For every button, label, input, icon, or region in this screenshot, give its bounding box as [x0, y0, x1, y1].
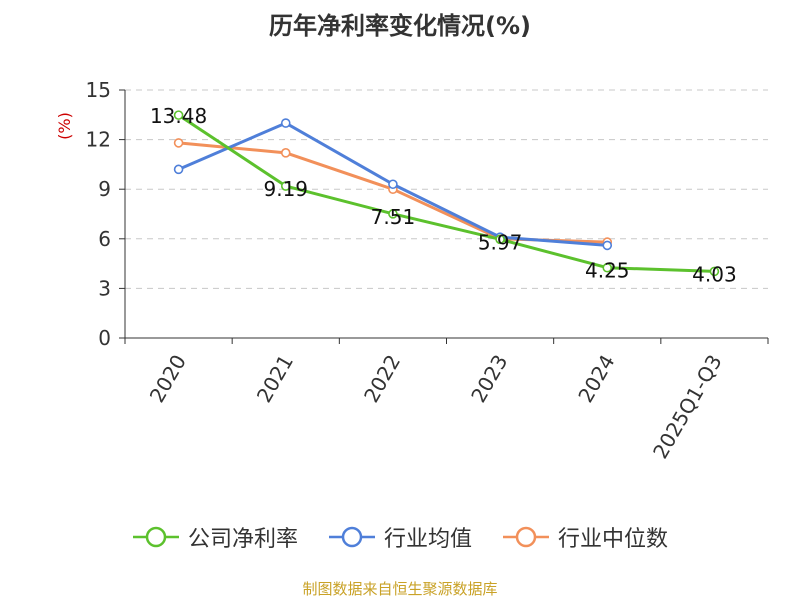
data-point [173, 164, 184, 175]
x-tick-label: 2020 [145, 351, 191, 407]
data-point [280, 181, 291, 191]
x-tick-label: 2022 [359, 351, 405, 407]
legend-label: 行业均值 [383, 527, 472, 552]
source-note: 制图数据来自恒生聚源数据库 [302, 580, 498, 598]
data-point [709, 266, 720, 277]
data-point [173, 138, 184, 148]
y-tick-label: 3 [98, 276, 111, 300]
legend-label: 公司净利率 [187, 527, 298, 552]
y-tick-label: 6 [98, 227, 111, 251]
series-lines [173, 110, 720, 277]
data-label: 13.48 [150, 104, 207, 128]
legend-item[interactable]: 行业中位数 [502, 521, 668, 553]
legend-swatch [503, 526, 549, 548]
legend-swatch [328, 526, 375, 548]
data-label: 4.03 [692, 262, 737, 286]
x-tick-label: 2021 [252, 351, 298, 407]
chart-title: 历年净利率变化情况(%) [269, 12, 531, 40]
data-label: 9.19 [263, 177, 308, 201]
y-tick-label: 0 [98, 326, 111, 350]
y-tick-label: 15 [86, 78, 111, 102]
data-point [602, 262, 613, 273]
x-tick-label: 2024 [573, 351, 619, 407]
y-tick-label: 12 [86, 128, 111, 152]
data-point [495, 234, 505, 245]
data-point [388, 209, 398, 219]
grid-lines [125, 89, 768, 289]
data-labels: 13.48 9.19 7.51 5.97 4.25 4.03 [150, 104, 737, 286]
data-label: 7.51 [371, 205, 416, 229]
data-point [602, 240, 613, 251]
data-point [280, 118, 291, 128]
legend-swatch [132, 526, 179, 548]
data-point [173, 110, 184, 120]
y-tick-label: 9 [98, 177, 111, 201]
line-chart: 0 3 6 9 12 15 (%) 2020 2021 2022 2023 2024 2025Q1-Q3… [55, 78, 769, 463]
legend-item[interactable]: 公司净利率 [132, 521, 298, 553]
x-tick-label: 2025Q1-Q3 [648, 351, 727, 463]
legend-item[interactable]: 行业均值 [328, 521, 472, 553]
data-label: 5.97 [478, 230, 523, 254]
y-axis-label: (%) [55, 112, 74, 140]
data-point [388, 179, 398, 190]
legend: 公司净利率 行业均值 行业中位数 [0, 521, 800, 553]
x-tick-label: 2023 [466, 351, 512, 407]
series-line-0 [177, 113, 716, 273]
data-label: 4.25 [585, 259, 630, 283]
legend-label: 行业中位数 [558, 527, 669, 552]
data-point [280, 148, 291, 158]
